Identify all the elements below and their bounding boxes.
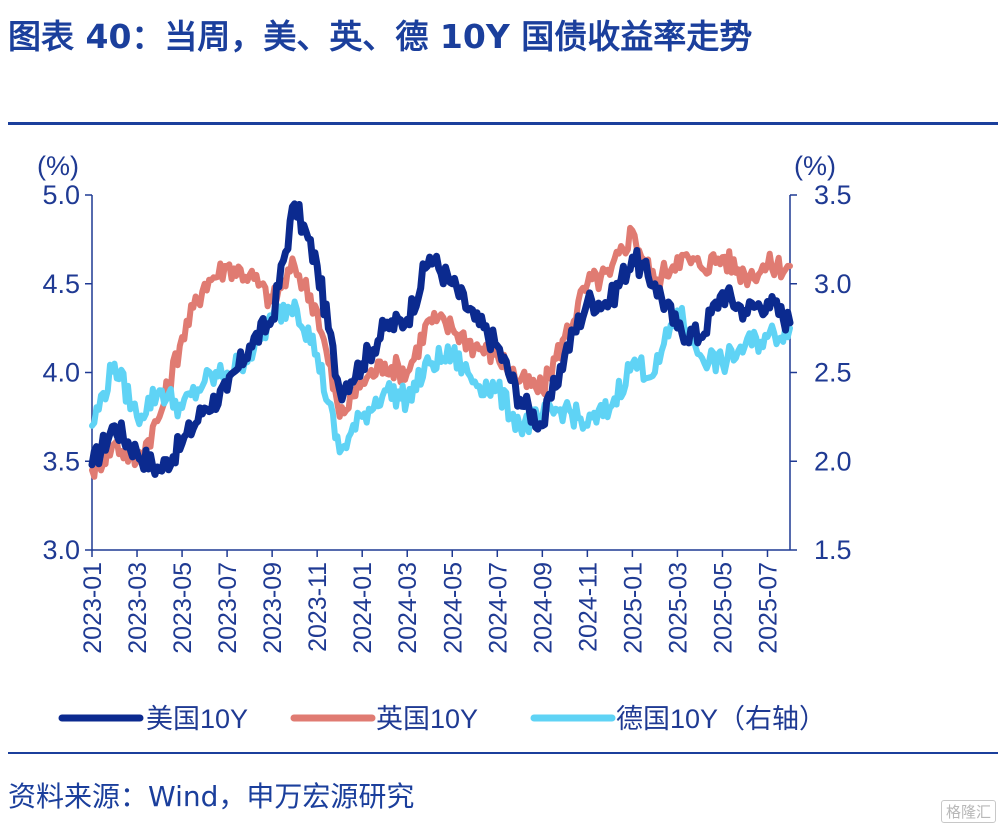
right-tick-label: 3.0	[814, 269, 852, 299]
x-tick-label: 2025-03	[664, 562, 692, 654]
source-note: 资料来源：Wind，申万宏源研究	[8, 780, 415, 813]
right-tick-label: 3.5	[814, 180, 852, 210]
x-tick-label: 2024-03	[394, 562, 422, 654]
top-rule	[8, 122, 998, 125]
chart: 3.03.54.04.55.0(%)1.52.02.53.03.5(%)2023…	[37, 151, 852, 734]
x-tick-label: 2024-11	[574, 562, 602, 652]
x-tick-label: 2023-01	[79, 562, 107, 654]
axes: 3.03.54.04.55.0(%)1.52.02.53.03.5(%)2023…	[37, 151, 852, 654]
x-tick-label: 2024-07	[484, 562, 512, 654]
left-tick-label: 4.5	[42, 269, 80, 299]
legend-label: 德国10Y（右轴）	[616, 704, 826, 734]
x-tick-label: 2023-11	[304, 562, 332, 652]
series-lines	[88, 200, 794, 480]
legend: 美国10Y 英国10Y 德国10Y（右轴）	[58, 704, 826, 734]
x-tick-label: 2025-01	[619, 562, 647, 654]
right-axis-unit: (%)	[794, 151, 836, 181]
x-tick-label: 2023-07	[214, 562, 242, 654]
x-tick-label: 2023-03	[124, 562, 152, 654]
left-tick-label: 5.0	[42, 180, 80, 210]
right-tick-label: 2.0	[814, 446, 852, 476]
right-tick-label: 2.5	[814, 358, 852, 388]
watermark: 格隆汇	[940, 800, 996, 823]
series-line	[88, 200, 794, 478]
x-tick-label: 2024-01	[349, 562, 377, 654]
x-tick-label: 2025-07	[754, 562, 782, 654]
x-tick-label: 2023-05	[169, 562, 197, 654]
series-line	[89, 224, 793, 480]
legend-label: 英国10Y	[376, 704, 478, 734]
x-tick-label: 2024-09	[529, 562, 557, 654]
left-tick-label: 4.0	[42, 358, 80, 388]
x-tick-label: 2023-09	[259, 562, 287, 654]
x-tick-label: 2024-05	[439, 562, 467, 654]
left-tick-label: 3.0	[42, 535, 80, 565]
right-tick-label: 1.5	[814, 535, 852, 565]
series-line	[89, 298, 793, 456]
bottom-rule	[8, 752, 998, 754]
x-tick-label: 2025-05	[709, 562, 737, 654]
legend-label: 美国10Y	[146, 704, 248, 734]
left-axis-unit: (%)	[37, 151, 79, 181]
chart-title: 图表 40：当周，美、英、德 10Y 国债收益率走势	[8, 17, 753, 56]
left-tick-label: 3.5	[42, 446, 80, 476]
